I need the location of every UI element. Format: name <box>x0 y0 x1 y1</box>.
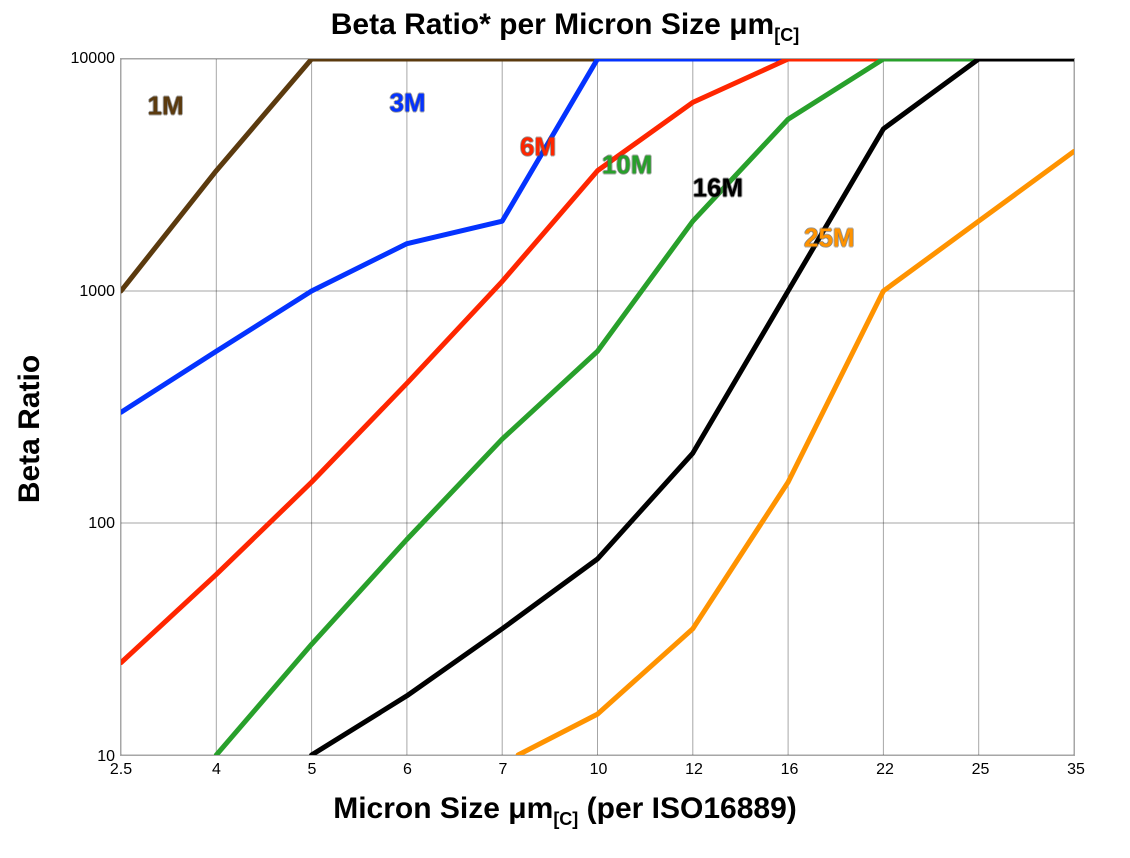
y-tick-label: 100 <box>88 515 115 533</box>
x-tick-label: 35 <box>1067 761 1085 779</box>
x-tick-label: 7 <box>499 761 508 779</box>
x-tick-label: 16 <box>781 761 799 779</box>
plot-area: 101001000100002.545671012162225351M3M6M1… <box>120 58 1075 756</box>
x-tick-label: 5 <box>308 761 317 779</box>
x-tick-label: 10 <box>590 761 608 779</box>
series-label-25M: 25M <box>804 223 855 254</box>
x-tick-label: 25 <box>972 761 990 779</box>
x-tick-label: 2.5 <box>110 761 132 779</box>
y-axis-label: Beta Ratio <box>13 355 47 503</box>
x-tick-label: 12 <box>685 761 703 779</box>
series-label-1M: 1M <box>148 90 184 121</box>
series-label-16M: 16M <box>693 172 744 203</box>
series-line-25M <box>518 151 1074 755</box>
x-tick-label: 22 <box>876 761 894 779</box>
y-tick-label: 10000 <box>71 50 116 68</box>
x-tick-label: 6 <box>403 761 412 779</box>
series-label-10M: 10M <box>602 150 653 181</box>
series-label-6M: 6M <box>520 131 556 162</box>
chart-title: Beta Ratio* per Micron Size μm[C] <box>0 8 1130 46</box>
series-label-3M: 3M <box>389 87 425 118</box>
x-tick-label: 4 <box>212 761 221 779</box>
x-axis-label: Micron Size μm[C] (per ISO16889) <box>0 792 1130 830</box>
y-tick-label: 1000 <box>79 283 115 301</box>
chart-page: Beta Ratio* per Micron Size μm[C] Beta R… <box>0 0 1130 858</box>
